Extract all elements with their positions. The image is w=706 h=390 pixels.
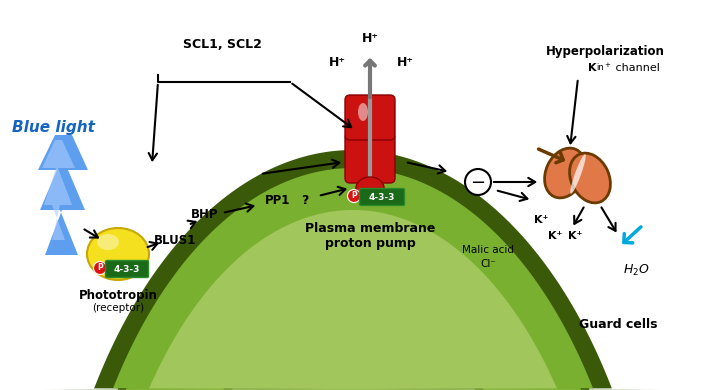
FancyBboxPatch shape (359, 188, 405, 206)
Text: BLUS1: BLUS1 (154, 234, 196, 246)
Polygon shape (93, 210, 613, 390)
Ellipse shape (93, 262, 107, 275)
Text: −: − (470, 174, 486, 192)
Text: H⁺: H⁺ (397, 55, 414, 69)
Polygon shape (43, 150, 663, 390)
Text: Malic acid: Malic acid (462, 245, 514, 255)
Ellipse shape (474, 365, 590, 390)
Ellipse shape (482, 371, 582, 390)
Text: SCL1, SCL2: SCL1, SCL2 (183, 39, 261, 51)
Ellipse shape (544, 148, 585, 198)
Ellipse shape (125, 371, 225, 390)
FancyBboxPatch shape (345, 133, 395, 183)
Polygon shape (38, 135, 88, 255)
Text: Blue light: Blue light (12, 120, 95, 135)
Text: in: in (596, 64, 604, 73)
Text: Guard cells: Guard cells (579, 319, 657, 332)
Text: 4-3-3: 4-3-3 (369, 193, 395, 202)
Text: ?: ? (301, 193, 309, 206)
Ellipse shape (117, 365, 232, 390)
Text: Phototropin: Phototropin (78, 289, 157, 301)
Text: 4-3-3: 4-3-3 (114, 264, 140, 273)
Ellipse shape (570, 154, 586, 194)
Text: $H_2O$: $H_2O$ (623, 262, 650, 278)
Text: K: K (588, 63, 597, 73)
Text: P: P (97, 264, 103, 273)
Ellipse shape (570, 153, 611, 203)
Text: K⁺: K⁺ (534, 215, 548, 225)
FancyBboxPatch shape (105, 261, 148, 278)
Ellipse shape (465, 169, 491, 195)
Text: PP1: PP1 (265, 193, 291, 206)
Text: K⁺: K⁺ (568, 231, 582, 241)
FancyBboxPatch shape (345, 95, 395, 140)
Polygon shape (61, 168, 645, 390)
Text: Hyperpolarization: Hyperpolarization (546, 46, 664, 58)
Polygon shape (42, 140, 75, 240)
Text: +: + (604, 62, 610, 68)
Text: channel: channel (612, 63, 660, 73)
Text: proton pump: proton pump (325, 238, 415, 250)
Text: Cl⁻: Cl⁻ (480, 259, 496, 269)
Text: (receptor): (receptor) (92, 303, 144, 313)
Text: H⁺: H⁺ (361, 32, 378, 44)
Text: H⁺: H⁺ (328, 55, 345, 69)
Text: BHP: BHP (191, 209, 219, 222)
Text: P: P (351, 191, 357, 200)
Ellipse shape (347, 190, 361, 202)
Text: K⁺: K⁺ (548, 231, 562, 241)
Ellipse shape (358, 103, 368, 121)
Ellipse shape (97, 234, 119, 250)
Text: Plasma membrane: Plasma membrane (305, 222, 435, 234)
Ellipse shape (87, 228, 149, 280)
Ellipse shape (356, 177, 384, 199)
